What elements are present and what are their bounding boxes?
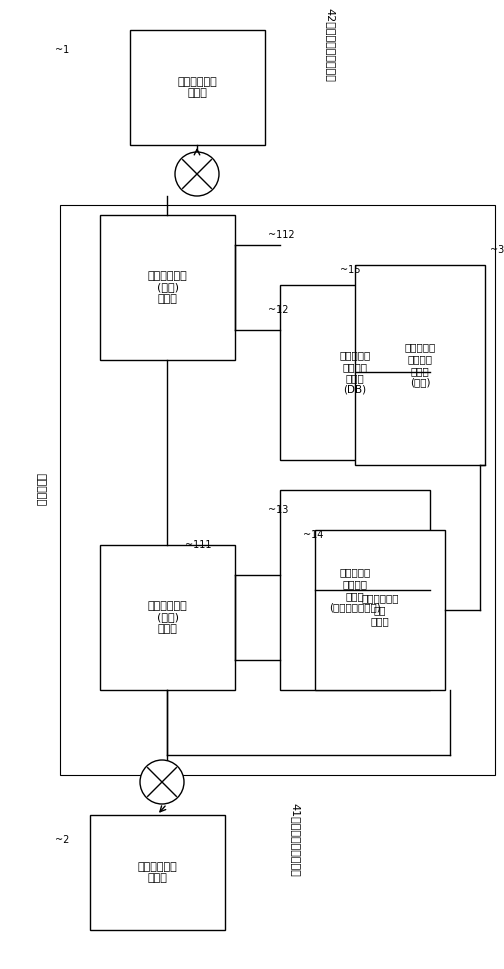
Text: ~3: ~3 (490, 245, 504, 255)
FancyBboxPatch shape (355, 265, 485, 465)
Text: 42受信側ネットワーク: 42受信側ネットワーク (325, 8, 335, 82)
Text: ~15: ~15 (340, 265, 360, 275)
Text: データ送受信
機能部: データ送受信 機能部 (177, 77, 217, 98)
FancyBboxPatch shape (60, 205, 495, 775)
Text: ~2: ~2 (55, 835, 70, 845)
FancyBboxPatch shape (280, 285, 430, 460)
Circle shape (140, 760, 184, 804)
Text: データ送受信
(送信)
機能部: データ送受信 (送信) 機能部 (148, 601, 187, 634)
Text: 41送信側ネットワーク: 41送信側ネットワーク (290, 803, 300, 877)
FancyBboxPatch shape (315, 530, 445, 690)
Text: データ送受信
制御
機能部: データ送受信 制御 機能部 (361, 593, 399, 627)
Text: データ分割
送信制御
機能部
(検証): データ分割 送信制御 機能部 (検証) (404, 343, 435, 388)
Text: ~1: ~1 (55, 45, 69, 55)
Text: ~12: ~12 (268, 305, 288, 315)
FancyBboxPatch shape (90, 815, 225, 930)
Circle shape (175, 152, 219, 196)
Text: 中継サーバ: 中継サーバ (35, 474, 45, 507)
Text: ~112: ~112 (268, 230, 295, 240)
FancyBboxPatch shape (130, 30, 265, 145)
Text: データ分割
送信制御
機能部
(DB): データ分割 送信制御 機能部 (DB) (339, 350, 370, 395)
Text: データ分割
送信制御
機能部
(ストリーミング): データ分割 送信制御 機能部 (ストリーミング) (329, 568, 381, 612)
Text: ~111: ~111 (185, 540, 212, 550)
Text: ~13: ~13 (268, 505, 288, 515)
Text: データ送受信
(受信)
機能部: データ送受信 (受信) 機能部 (148, 271, 187, 304)
Text: データ送受信
機能部: データ送受信 機能部 (138, 861, 177, 884)
Text: ~14: ~14 (303, 530, 324, 540)
FancyBboxPatch shape (100, 545, 235, 690)
FancyBboxPatch shape (100, 215, 235, 360)
FancyBboxPatch shape (280, 490, 430, 690)
